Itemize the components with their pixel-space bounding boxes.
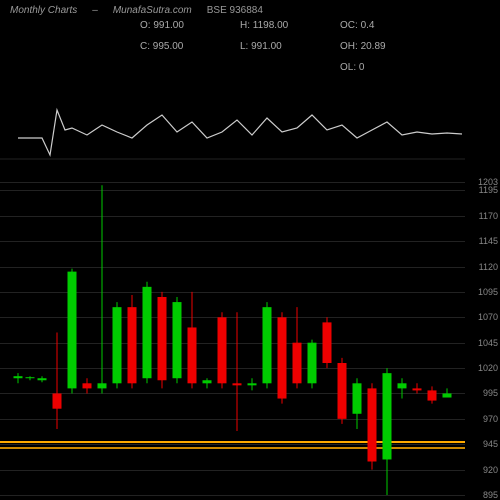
oc-value: OC: 0.4 <box>340 20 420 31</box>
y-tick-label: 1045 <box>478 338 498 348</box>
symbol-code: BSE 936884 <box>207 5 490 16</box>
oh-value: OH: 20.89 <box>340 41 420 52</box>
candlestick-chart <box>0 165 465 495</box>
indicator-chart <box>0 60 465 160</box>
y-tick-label: 920 <box>483 465 498 475</box>
site-name: MunafaSutra.com <box>113 5 192 16</box>
y-tick-label: 1170 <box>479 211 498 221</box>
y-tick-label: 970 <box>483 414 498 424</box>
y-tick-label: 945 <box>483 439 498 449</box>
y-tick-label: 1203 <box>478 177 498 187</box>
high-value: H: 1198.00 <box>240 20 320 31</box>
chart-title: Monthly Charts <box>10 5 77 16</box>
chart-header: Monthly Charts – MunafaSutra.com BSE 936… <box>10 5 490 16</box>
close-value: C: 995.00 <box>140 41 220 52</box>
y-tick-label: 995 <box>483 388 498 398</box>
y-tick-label: 1120 <box>479 262 498 272</box>
open-value: O: 991.00 <box>140 20 220 31</box>
y-axis: 8959209459709951020104510701095112011451… <box>465 165 500 495</box>
low-value: L: 991.00 <box>240 41 320 52</box>
y-tick-label: 1070 <box>478 312 498 322</box>
y-tick-label: 1145 <box>479 236 498 246</box>
y-tick-label: 895 <box>483 490 498 500</box>
y-tick-label: 1020 <box>478 363 498 373</box>
y-tick-label: 1095 <box>478 287 498 297</box>
